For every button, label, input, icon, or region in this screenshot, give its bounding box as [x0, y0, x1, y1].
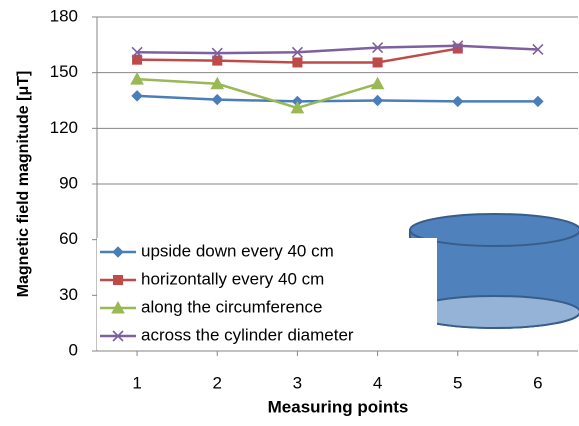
- series-line: [137, 44, 538, 55]
- marker: [372, 57, 383, 68]
- series-line: [137, 94, 538, 103]
- marker: [452, 40, 464, 52]
- legend: upside down every 40 cm horizontally ever…: [97, 238, 437, 350]
- marker: [130, 72, 144, 85]
- marker: [532, 95, 544, 108]
- marker: [452, 95, 464, 108]
- y-tick-label: 90: [59, 173, 78, 192]
- marker: [211, 93, 223, 106]
- x-tick-label: 6: [533, 373, 542, 392]
- y-tick-label: 0: [69, 340, 78, 359]
- marker: [131, 90, 143, 102]
- y-tick-label: 180: [50, 6, 78, 25]
- series-line: [137, 77, 378, 110]
- marker: [532, 43, 544, 56]
- x-tick-label: 4: [373, 373, 382, 392]
- marker: [113, 275, 123, 285]
- marker: [291, 46, 303, 58]
- marker: [212, 55, 223, 66]
- marker: [112, 330, 124, 342]
- marker: [370, 76, 385, 90]
- legend-label: upside down every 40 cm: [141, 241, 334, 260]
- y-tick-label: 150: [50, 62, 78, 81]
- marker: [111, 300, 125, 314]
- marker: [292, 57, 303, 68]
- x-tick-label: 3: [293, 373, 302, 392]
- x-axis-title: Measuring points: [268, 397, 409, 416]
- y-tick-label: 60: [59, 229, 78, 248]
- marker: [131, 46, 143, 58]
- legend-label: along the circumference: [141, 297, 322, 316]
- marker: [210, 76, 225, 90]
- marker: [112, 246, 124, 258]
- marker: [290, 100, 305, 114]
- y-tick-label: 120: [50, 118, 78, 137]
- y-axis-title: Magnetic field magnitude [μT]: [15, 71, 32, 298]
- x-tick-label: 1: [132, 373, 141, 392]
- legend-box: [97, 238, 437, 350]
- marker: [372, 42, 384, 54]
- marker: [371, 94, 384, 107]
- x-tick-label: 2: [213, 373, 222, 392]
- legend-label: horizontally every 40 cm: [141, 269, 324, 288]
- cylinder-top: [409, 213, 579, 247]
- x-tick-label: 5: [453, 373, 462, 392]
- y-tick-label: 30: [59, 285, 78, 304]
- marker: [132, 54, 143, 65]
- marker: [452, 43, 463, 54]
- legend-label: across the cylinder diameter: [141, 325, 354, 344]
- marker: [211, 47, 223, 59]
